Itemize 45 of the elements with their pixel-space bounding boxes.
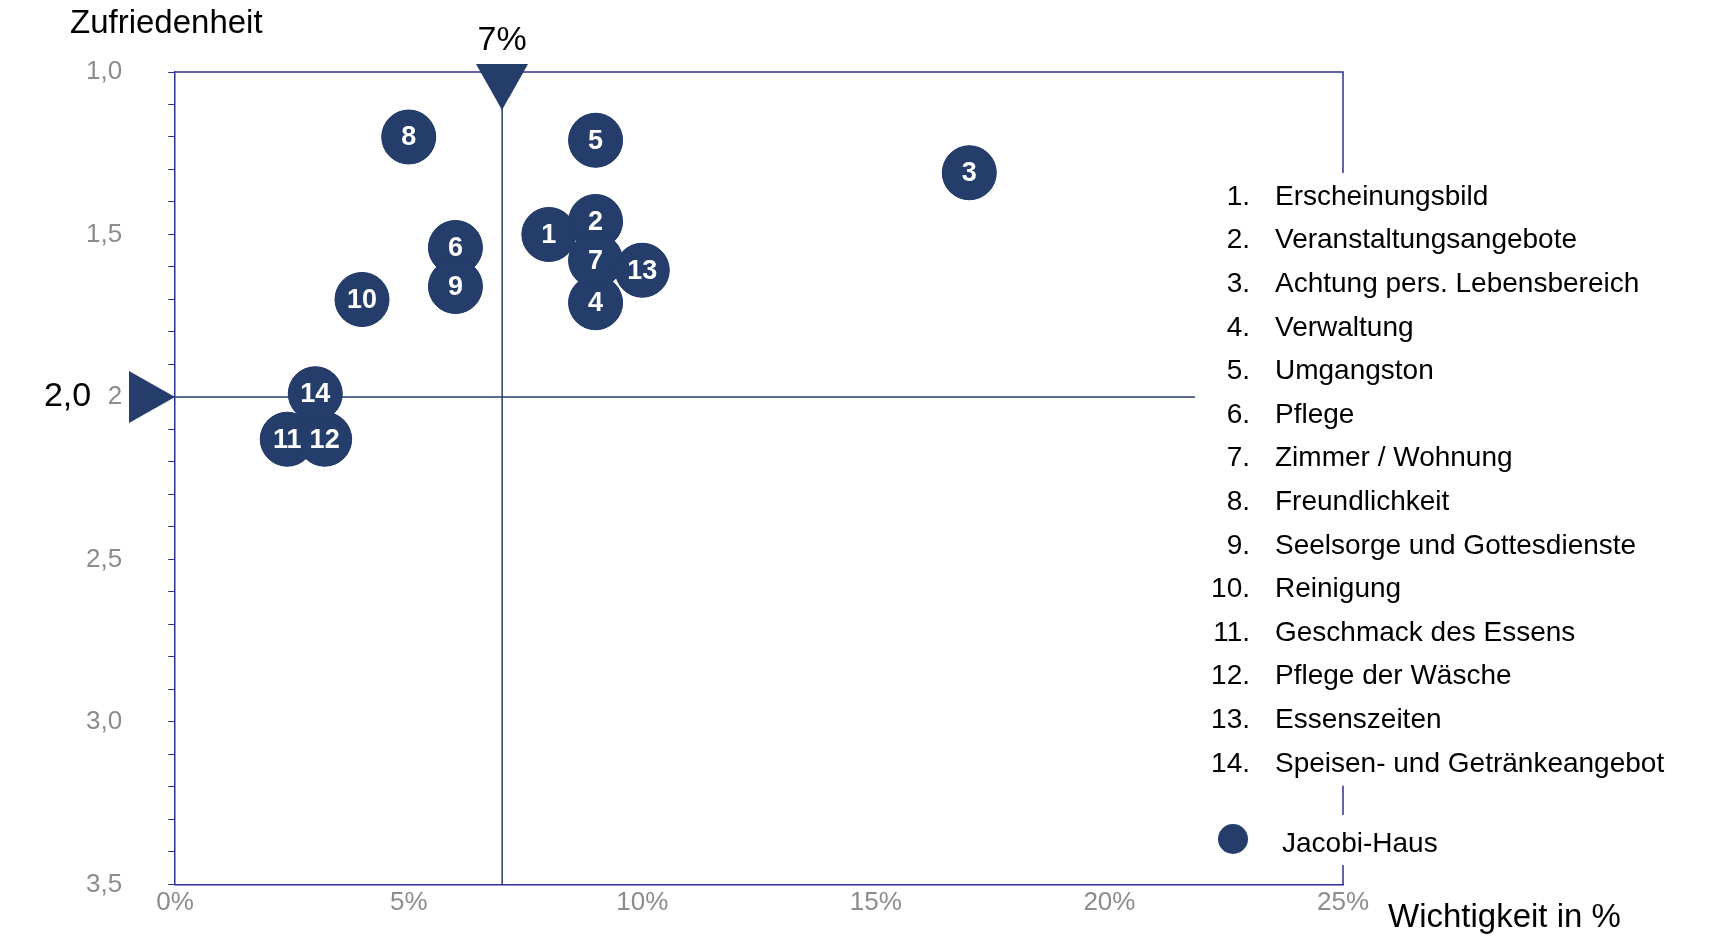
x-tick-label: 20% xyxy=(1083,886,1136,917)
annotation: 3 xyxy=(961,157,977,188)
x-tick-label: 15% xyxy=(849,886,902,917)
annotation: 13. Essenszeiten xyxy=(1211,702,1442,734)
y-tick-label: 3,0 xyxy=(85,705,123,736)
x-tick-label: 5% xyxy=(389,886,428,917)
y-axis-title: Zufriedenheit xyxy=(70,2,263,40)
annotation: 6. Pflege xyxy=(1226,397,1355,429)
annotation: 9 xyxy=(447,270,463,301)
annotation: 9. Seelsorge und Gottesdienste xyxy=(1226,528,1637,560)
y-tick-label: 3,5 xyxy=(85,867,123,898)
annotation: 11 xyxy=(272,423,302,454)
ref-line-label: 7% xyxy=(477,19,527,58)
ref-line-label: 2,0 xyxy=(43,375,92,414)
annotation: 11. Geschmack des Essens xyxy=(1213,615,1576,647)
y-tick-label: 1,5 xyxy=(85,217,123,248)
annotation: 7. Zimmer / Wohnung xyxy=(1226,441,1513,473)
annotation: 14 xyxy=(300,378,331,409)
y-tick-label: 1,0 xyxy=(85,55,123,86)
annotation: 13 xyxy=(627,254,658,285)
annotation: 4. Verwaltung xyxy=(1226,310,1414,342)
annotation: 1. Erscheinungsbild xyxy=(1226,179,1489,211)
annotation: 8. Freundlichkeit xyxy=(1226,484,1450,516)
annotation: 8 xyxy=(401,121,417,152)
annotation: 1 xyxy=(541,218,557,249)
annotation: 12 xyxy=(309,423,340,454)
annotation: 10 xyxy=(346,283,378,314)
annotation: 12. Pflege der Wäsche xyxy=(1211,659,1512,691)
annotation: 14. Speisen- und Getränkeangebot xyxy=(1211,746,1665,778)
x-tick-label: 0% xyxy=(156,886,194,917)
annotation: 2. Veranstaltungsangebote xyxy=(1226,223,1578,255)
x-tick-label: 10% xyxy=(616,886,669,917)
annotation: 5. Umgangston xyxy=(1226,354,1434,386)
annotation: 6 xyxy=(447,231,463,262)
annotation: 4 xyxy=(588,287,604,318)
annotation: 7 xyxy=(588,244,604,275)
y-tick-label: 2,5 xyxy=(85,542,123,573)
annotation: 10. Reinigung xyxy=(1211,572,1402,604)
legend-label: Jacobi-Haus xyxy=(1282,826,1438,858)
y-tick-label: 2 xyxy=(107,380,123,411)
annotation: 2 xyxy=(588,205,604,236)
x-axis-title: Wichtigkeit in % xyxy=(1388,897,1621,935)
annotation: 5 xyxy=(588,124,604,155)
x-tick-label: 25% xyxy=(1316,886,1370,917)
annotation: 3. Achtung pers. Lebensbereich xyxy=(1226,266,1640,298)
